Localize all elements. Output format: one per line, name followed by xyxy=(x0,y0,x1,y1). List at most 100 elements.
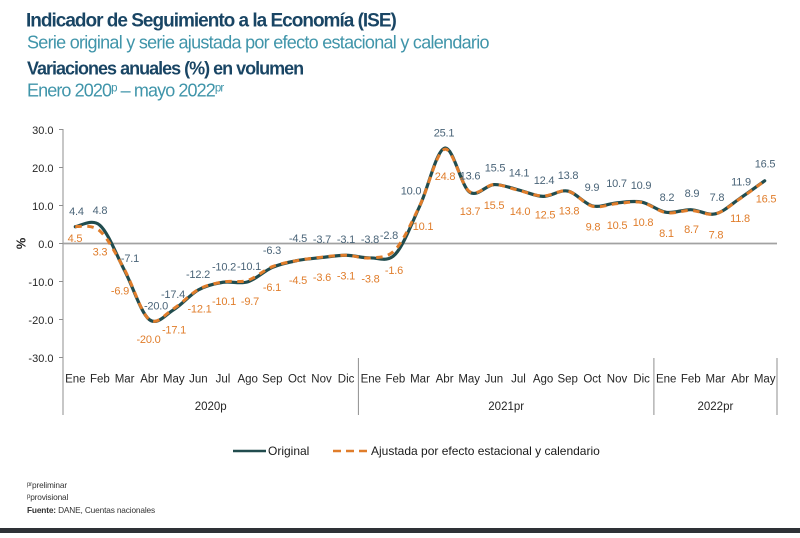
svg-text:Oct: Oct xyxy=(583,374,602,386)
svg-text:14.1: 14.1 xyxy=(509,168,530,180)
svg-text:-7.1: -7.1 xyxy=(121,253,139,265)
svg-text:-9.7: -9.7 xyxy=(241,296,259,308)
svg-text:Serie original y serie ajustad: Serie original y serie ajustada por efec… xyxy=(27,33,489,53)
svg-text:Feb: Feb xyxy=(90,374,110,386)
svg-text:Jun: Jun xyxy=(189,374,208,386)
svg-text:10.7: 10.7 xyxy=(606,178,627,190)
svg-text:15.5: 15.5 xyxy=(484,200,505,212)
svg-text:-20.0: -20.0 xyxy=(136,334,160,346)
svg-text:Indicador de Seguimiento a la: Indicador de Seguimiento a la Economía (… xyxy=(26,11,397,32)
svg-text:Ene: Ene xyxy=(65,374,85,386)
svg-text:-3.1: -3.1 xyxy=(337,271,355,283)
svg-text:11.8: 11.8 xyxy=(730,213,750,225)
svg-text:Abr: Abr xyxy=(731,374,749,386)
svg-text:10.9: 10.9 xyxy=(631,180,652,192)
svg-text:12.5: 12.5 xyxy=(535,210,556,222)
svg-text:8.2: 8.2 xyxy=(660,192,675,204)
svg-text:-10.1: -10.1 xyxy=(212,296,236,308)
svg-text:3.3: 3.3 xyxy=(93,247,108,259)
svg-text:10.0: 10.0 xyxy=(401,186,422,198)
svg-text:Abr: Abr xyxy=(140,374,158,386)
svg-text:-6.1: -6.1 xyxy=(263,282,281,294)
svg-text:8.7: 8.7 xyxy=(684,224,699,236)
svg-text:4.4: 4.4 xyxy=(69,206,84,218)
svg-text:Jun: Jun xyxy=(485,374,504,386)
svg-text:-6.9: -6.9 xyxy=(111,286,129,298)
svg-text:-3.1: -3.1 xyxy=(337,234,355,246)
svg-text:8.9: 8.9 xyxy=(685,188,700,200)
svg-text:-4.5: -4.5 xyxy=(289,275,307,287)
svg-text:2021pr: 2021pr xyxy=(488,401,524,413)
svg-text:Nov: Nov xyxy=(607,374,628,386)
svg-text:Ago: Ago xyxy=(533,374,553,386)
svg-text:2020p: 2020p xyxy=(195,401,227,413)
svg-text:-2.8: -2.8 xyxy=(380,230,398,242)
svg-text:prpreliminar: prpreliminar xyxy=(27,480,67,490)
svg-text:11.9: 11.9 xyxy=(731,177,751,189)
svg-text:14.0: 14.0 xyxy=(510,206,531,218)
svg-text:Abr: Abr xyxy=(436,374,454,386)
svg-text:%: % xyxy=(14,237,29,249)
svg-text:10.0: 10.0 xyxy=(32,201,53,213)
svg-text:20.0: 20.0 xyxy=(32,163,53,175)
svg-text:Ago: Ago xyxy=(237,374,257,386)
svg-text:16.5: 16.5 xyxy=(755,159,776,171)
svg-text:-10.0: -10.0 xyxy=(28,277,53,289)
svg-text:-30.0: -30.0 xyxy=(28,353,53,365)
svg-text:Ene: Ene xyxy=(656,374,676,386)
svg-text:Dic: Dic xyxy=(338,374,355,386)
svg-text:Fuente: DANE, Cuentas nacional: Fuente: DANE, Cuentas nacionales xyxy=(27,505,155,515)
svg-text:Original: Original xyxy=(268,444,309,458)
svg-text:Ene: Ene xyxy=(361,374,381,386)
svg-text:10.5: 10.5 xyxy=(607,220,628,232)
svg-text:Feb: Feb xyxy=(681,374,701,386)
svg-text:10.8: 10.8 xyxy=(633,217,654,229)
svg-text:Mar: Mar xyxy=(705,374,725,386)
svg-text:-3.8: -3.8 xyxy=(361,274,379,286)
svg-text:Dic: Dic xyxy=(633,374,650,386)
svg-text:Sep: Sep xyxy=(262,374,282,386)
svg-text:-3.8: -3.8 xyxy=(361,234,379,246)
svg-text:-20.0: -20.0 xyxy=(144,301,168,313)
svg-text:25.1: 25.1 xyxy=(434,128,455,140)
svg-text:-20.0: -20.0 xyxy=(28,315,53,327)
svg-text:Oct: Oct xyxy=(288,374,307,386)
svg-text:Jul: Jul xyxy=(511,374,526,386)
svg-text:24.8: 24.8 xyxy=(435,171,456,183)
svg-text:12.4: 12.4 xyxy=(534,175,555,187)
svg-text:Variaciones anuales (%) en vol: Variaciones anuales (%) en volumen xyxy=(27,59,303,79)
svg-text:0.0: 0.0 xyxy=(38,239,53,251)
svg-text:4.8: 4.8 xyxy=(93,205,108,217)
svg-text:-3.6: -3.6 xyxy=(313,272,331,284)
svg-text:-10.1: -10.1 xyxy=(237,261,261,273)
svg-text:-17.4: -17.4 xyxy=(161,289,185,301)
svg-text:16.5: 16.5 xyxy=(756,194,777,206)
svg-text:30.0: 30.0 xyxy=(32,125,53,137)
svg-text:Sep: Sep xyxy=(557,374,577,386)
svg-text:-12.1: -12.1 xyxy=(187,304,211,316)
svg-text:13.6: 13.6 xyxy=(460,171,481,183)
svg-text:Ajustada por efecto estacional: Ajustada por efecto estacional y calenda… xyxy=(371,444,600,458)
svg-text:9.9: 9.9 xyxy=(585,182,600,194)
svg-text:Feb: Feb xyxy=(385,374,405,386)
svg-text:pprovisional: pprovisional xyxy=(27,492,69,502)
svg-text:-6.3: -6.3 xyxy=(263,245,281,257)
svg-text:-1.6: -1.6 xyxy=(385,265,403,277)
svg-text:13.8: 13.8 xyxy=(559,206,580,218)
svg-text:15.5: 15.5 xyxy=(485,163,506,175)
svg-text:-12.2: -12.2 xyxy=(186,269,210,281)
svg-text:-17.1: -17.1 xyxy=(162,325,186,337)
svg-text:7.8: 7.8 xyxy=(709,230,724,242)
svg-text:7.8: 7.8 xyxy=(710,192,725,204)
svg-text:13.8: 13.8 xyxy=(558,170,579,182)
svg-text:Jul: Jul xyxy=(216,374,231,386)
svg-text:May: May xyxy=(754,374,776,386)
svg-text:Mar: Mar xyxy=(410,374,430,386)
svg-text:13.7: 13.7 xyxy=(460,206,481,218)
svg-text:2022pr: 2022pr xyxy=(697,401,733,413)
svg-text:4.5: 4.5 xyxy=(68,233,83,245)
svg-text:Enero 2020p – mayo 2022pr: Enero 2020p – mayo 2022pr xyxy=(27,81,224,101)
svg-text:-10.2: -10.2 xyxy=(212,262,236,274)
svg-text:May: May xyxy=(458,374,480,386)
svg-text:10.1: 10.1 xyxy=(413,221,434,233)
